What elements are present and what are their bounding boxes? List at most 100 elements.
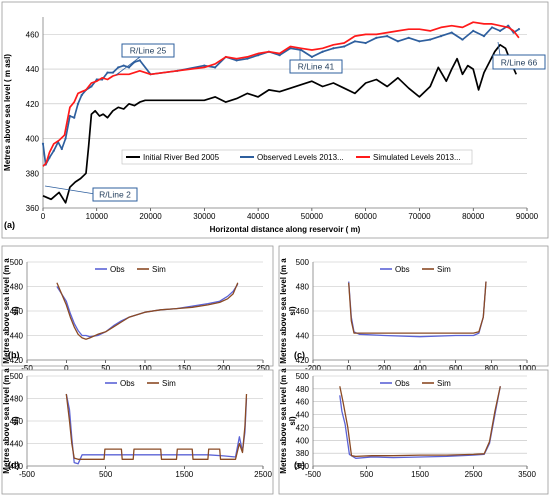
y-axis-label: Metres above sea level (m a [2, 258, 11, 364]
legend-entry: Sim [437, 379, 451, 388]
x-tick-label: 200 [378, 364, 392, 373]
x-tick-label: 50000 [301, 212, 324, 221]
data-point [80, 94, 83, 97]
y-axis-label: sl) [11, 306, 20, 316]
y-tick-label: 500 [10, 372, 24, 381]
y-axis-label: Metres above sea level (m a [2, 368, 11, 474]
x-tick-label: 90000 [516, 212, 539, 221]
y-tick-label: 500 [296, 372, 310, 381]
x-tick-label: 10000 [86, 212, 109, 221]
data-point [278, 54, 281, 57]
callout-box [289, 59, 343, 74]
data-point [213, 66, 217, 69]
series-line-obs [42, 24, 520, 166]
y-tick-label: 400 [296, 436, 310, 445]
callout-label: R/Line 41 [298, 62, 335, 72]
callout-label: R/Line 2 [99, 190, 131, 200]
y-tick-label: 440 [296, 411, 310, 420]
data-point [490, 26, 494, 29]
x-tick-label: 100 [138, 364, 152, 373]
data-point [386, 35, 389, 38]
data-point [76, 102, 80, 105]
data-point [138, 59, 141, 62]
series-line-sim_small [56, 282, 239, 340]
data-point [90, 85, 93, 88]
x-tick-label: 1500 [411, 470, 429, 479]
legend-entry: Obs [110, 265, 125, 274]
legend-entry: Simulated Levels 2013... [373, 153, 461, 162]
y-axis-label: sl) [288, 416, 297, 426]
panel-label: (e) [294, 460, 305, 470]
x-tick-label: 60000 [355, 212, 378, 221]
chart-b: 420 440 460 480 500 -50 0 50 100 150 200 250 Metres … [1, 245, 274, 373]
y-tick-label: 440 [26, 65, 40, 74]
panel-label: (a) [4, 220, 15, 230]
legend-entry: Obs [120, 379, 135, 388]
x-tick-label: 50 [101, 364, 110, 373]
x-tick-label: 400 [413, 364, 427, 373]
panel-label: (b) [8, 350, 20, 360]
x-tick-label: 150 [178, 364, 192, 373]
y-tick-label: 420 [26, 100, 40, 109]
y-tick-label: 460 [10, 307, 24, 316]
data-point [68, 114, 71, 118]
x-tick-label: 70000 [408, 212, 431, 221]
chart-a: 360 380 400 420 440 460 0 10000 20000 30000 40000 5… [1, 1, 549, 239]
legend-entry: Sim [437, 265, 451, 274]
y-tick-label: 360 [26, 204, 40, 213]
data-point [517, 28, 521, 31]
panel-label: (c) [294, 350, 305, 360]
x-tick-label: 3500 [518, 470, 536, 479]
data-point [507, 24, 510, 27]
data-point [364, 41, 367, 45]
data-point [203, 64, 206, 67]
data-point [246, 57, 249, 60]
callout-pointer [497, 41, 501, 56]
x-tick-label: 500 [360, 470, 374, 479]
panel-label: (d) [8, 460, 20, 470]
data-point [396, 40, 400, 43]
series-line-sim_small [65, 393, 248, 460]
callout-label: R/Line 25 [130, 46, 167, 56]
series-line-bed [42, 43, 517, 204]
x-tick-label: -50 [21, 364, 33, 373]
x-tick-label: 0 [64, 364, 69, 373]
data-point [461, 38, 464, 41]
data-point [127, 66, 131, 69]
y-tick-label: 400 [26, 135, 40, 144]
callout-label: R/Line 66 [501, 58, 538, 68]
x-tick-label: 30000 [193, 212, 216, 221]
data-point [321, 50, 324, 53]
x-tick-label: -500 [19, 470, 36, 479]
data-point [472, 29, 475, 32]
y-tick-label: 440 [296, 332, 310, 341]
panel-border [1, 369, 274, 495]
y-tick-label: 480 [296, 385, 310, 394]
data-point [450, 31, 453, 34]
y-tick-label: 380 [296, 449, 310, 458]
y-tick-label: 420 [296, 423, 310, 432]
x-tick-label: 200 [217, 364, 231, 373]
series-line-sim_small [339, 386, 501, 458]
panel-border [278, 245, 549, 367]
panel-border [1, 245, 274, 367]
x-tick-label: 500 [99, 470, 113, 479]
y-tick-label: 420 [10, 356, 24, 365]
data-point [310, 55, 313, 59]
data-point [418, 40, 421, 43]
series-line-sim [42, 21, 520, 167]
callout-box [121, 43, 175, 58]
callout-box [92, 187, 138, 202]
y-tick-label: 420 [10, 462, 24, 471]
y-tick-label: 440 [10, 440, 24, 449]
data-point [235, 59, 238, 62]
data-point [332, 47, 335, 50]
y-tick-label: 440 [10, 332, 24, 341]
x-tick-label: 250 [256, 364, 270, 373]
callout-pointer [115, 56, 141, 76]
data-point [257, 54, 260, 57]
x-tick-label: 1000 [518, 364, 536, 373]
y-tick-label: 360 [296, 462, 310, 471]
y-axis-label: Metres above sea level ( m asl) [3, 54, 12, 171]
legend-box [121, 149, 473, 165]
